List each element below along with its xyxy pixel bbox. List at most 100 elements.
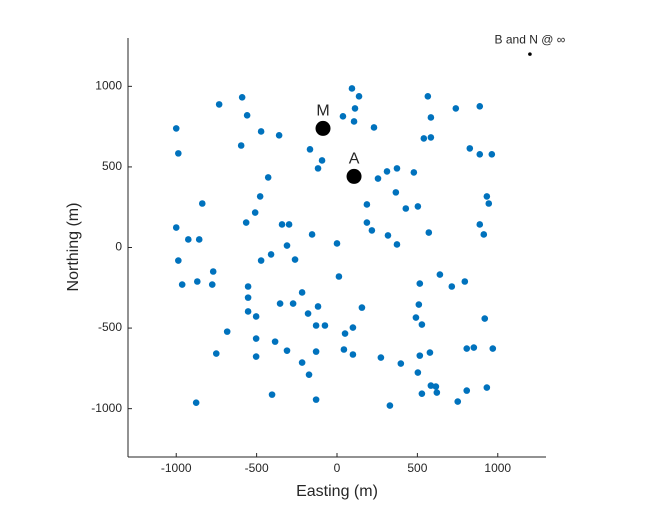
scatter-point xyxy=(172,125,180,132)
scatter-point xyxy=(377,354,385,361)
scatter-point xyxy=(252,353,260,360)
scatter-point xyxy=(363,219,371,226)
scatter-point xyxy=(291,256,299,263)
scatter-point xyxy=(463,345,471,352)
scatter-point xyxy=(485,200,493,207)
scatter-point xyxy=(414,203,422,210)
scatter-point xyxy=(333,240,341,247)
scatter-point xyxy=(298,359,306,366)
scatter-point xyxy=(195,236,203,243)
scatter-point xyxy=(175,150,182,157)
scatter-point xyxy=(426,349,434,356)
scatter-point xyxy=(454,398,462,405)
scatter-point xyxy=(215,101,223,108)
scatter-point xyxy=(192,399,200,406)
scatter-point xyxy=(415,301,423,308)
point-label: B and N @ ∞ xyxy=(495,32,566,46)
scatter-point xyxy=(418,390,426,397)
scatter-point xyxy=(289,300,297,307)
scatter-point xyxy=(349,324,357,331)
scatter-point xyxy=(209,268,217,275)
scatter-point xyxy=(193,278,201,285)
point-label: A xyxy=(349,151,360,168)
scatter-point xyxy=(355,93,363,100)
scatter-point xyxy=(238,94,246,101)
scatter-point xyxy=(339,113,347,120)
scatter-point xyxy=(172,224,180,231)
scatter-point xyxy=(433,389,441,396)
special-point xyxy=(315,120,331,136)
scatter-point xyxy=(427,382,435,389)
scatter-point xyxy=(312,396,320,403)
scatter-point xyxy=(252,335,260,342)
scatter-point xyxy=(305,371,313,378)
scatter-point xyxy=(350,118,358,125)
scatter-point xyxy=(267,251,275,258)
scatter-point xyxy=(348,85,356,92)
scatter-point xyxy=(427,114,435,121)
scatter-point xyxy=(244,294,252,301)
scatter-point xyxy=(304,310,312,317)
scatter-point xyxy=(483,384,491,391)
point-label: M xyxy=(316,103,329,120)
scatter-point xyxy=(285,221,293,228)
scatter-point xyxy=(257,128,265,135)
scatter-point xyxy=(244,283,252,290)
scatter-point xyxy=(425,229,433,236)
scatter-point xyxy=(370,124,378,131)
scatter-point xyxy=(410,169,418,176)
scatter-point xyxy=(466,145,474,152)
special-point xyxy=(528,52,532,56)
scatter-point xyxy=(242,219,250,226)
scatter-point xyxy=(452,105,460,112)
scatter-point xyxy=(393,241,401,248)
scatter-point xyxy=(278,221,286,228)
scatter-point xyxy=(414,369,422,376)
scatter-point xyxy=(208,281,216,288)
scatter-point xyxy=(335,273,343,280)
scatter-point xyxy=(488,151,496,158)
x-tick-label: 500 xyxy=(407,461,427,475)
scatter-point xyxy=(223,328,231,335)
scatter-point xyxy=(314,303,322,310)
scatter-point xyxy=(318,157,326,164)
scatter-point xyxy=(264,174,272,181)
special-point xyxy=(346,168,362,184)
scatter-point xyxy=(252,313,260,320)
y-tick-label: -1000 xyxy=(91,401,122,415)
scatter-point xyxy=(268,391,276,398)
x-tick-label: -500 xyxy=(245,461,269,475)
scatter-point xyxy=(416,280,424,287)
scatter-point xyxy=(340,346,348,353)
scatter-point xyxy=(243,112,251,119)
scatter-point xyxy=(175,257,182,264)
scatter-point xyxy=(306,146,314,153)
scatter-point xyxy=(412,314,420,321)
scatter-point xyxy=(351,105,359,112)
scatter-point xyxy=(489,345,497,352)
scatter-point xyxy=(416,352,424,359)
scatter-point xyxy=(198,200,206,207)
scatter-point xyxy=(481,315,489,322)
scatter-point xyxy=(363,201,371,208)
scatter-point xyxy=(308,231,316,238)
scatter-point xyxy=(276,300,284,307)
scatter-point xyxy=(178,281,186,288)
scatter-point xyxy=(374,175,382,182)
scatter-point xyxy=(275,132,283,139)
scatter-point xyxy=(420,135,428,142)
scatter-point xyxy=(461,278,469,285)
x-tick-label: 0 xyxy=(334,461,341,475)
scatter-point xyxy=(402,205,410,212)
scatter-point xyxy=(256,193,264,200)
scatter-point xyxy=(470,344,478,351)
scatter-point xyxy=(384,232,392,239)
scatter-point xyxy=(392,189,400,196)
scatter-point xyxy=(476,151,484,158)
scatter-point xyxy=(341,330,349,337)
scatter-point xyxy=(483,193,491,200)
scatter-point xyxy=(418,321,426,328)
scatter-point xyxy=(257,257,265,264)
y-axis-label: Northing (m) xyxy=(65,203,82,292)
